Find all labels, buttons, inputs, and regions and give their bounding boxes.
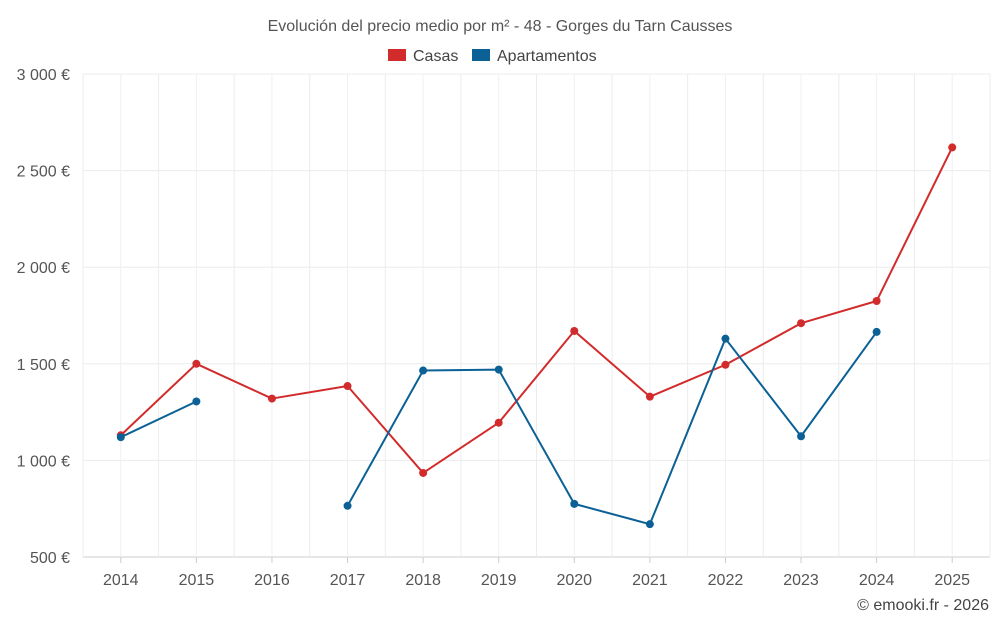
chart-title: Evolución del precio medio por m² - 48 -… [268, 18, 733, 35]
data-point[interactable] [948, 143, 957, 152]
y-tick-label: 1 000 € [17, 453, 70, 470]
y-axis: 500 € 1 000 € 1 500 € 2 000 € 2 500 € 3 000 € [17, 67, 70, 567]
data-point[interactable] [343, 382, 352, 391]
x-axis: 2014 2015 2016 2017 2018 2019 2020 2021 2022 2023… [103, 557, 970, 589]
data-point[interactable] [494, 365, 503, 374]
data-point[interactable] [494, 418, 503, 427]
legend: Casas Apartamentos [388, 48, 597, 65]
y-tick-label: 2 500 € [17, 164, 70, 181]
series-apartamentos [116, 327, 881, 529]
y-tick-label: 1 500 € [17, 357, 70, 374]
x-tick-label: 2018 [405, 572, 441, 589]
y-tick-label: 3 000 € [17, 67, 70, 84]
data-point[interactable] [419, 468, 428, 477]
x-tick-label: 2022 [708, 572, 744, 589]
data-point[interactable] [343, 501, 352, 510]
data-point[interactable] [419, 366, 428, 375]
x-tick-label: 2020 [556, 572, 592, 589]
data-point[interactable] [645, 520, 654, 529]
series-line [120, 400, 197, 439]
data-point[interactable] [570, 499, 579, 508]
y-tick-label: 500 € [30, 550, 70, 567]
legend-swatch [472, 49, 490, 61]
data-point[interactable] [721, 334, 730, 343]
data-point[interactable] [267, 394, 276, 403]
x-tick-label: 2017 [330, 572, 366, 589]
data-point[interactable] [872, 297, 881, 306]
credit-text: © emooki.fr - 2026 [857, 597, 989, 614]
series-casas [116, 143, 957, 477]
data-point[interactable] [192, 397, 201, 406]
series-line [346, 331, 878, 526]
data-point[interactable] [797, 319, 806, 328]
legend-label: Casas [413, 48, 458, 65]
x-tick-label: 2024 [859, 572, 895, 589]
data-point[interactable] [797, 432, 806, 441]
x-tick-label: 2021 [632, 572, 668, 589]
x-tick-label: 2015 [179, 572, 215, 589]
series-layer [116, 143, 957, 529]
series-line [120, 146, 954, 474]
x-tick-label: 2023 [783, 572, 819, 589]
x-tick-label: 2016 [254, 572, 290, 589]
legend-item-casas[interactable]: Casas [388, 48, 458, 65]
data-point[interactable] [872, 327, 881, 336]
legend-item-apartamentos[interactable]: Apartamentos [472, 48, 597, 65]
data-point[interactable] [116, 433, 125, 442]
y-tick-label: 2 000 € [17, 260, 70, 277]
legend-swatch [388, 49, 406, 61]
x-tick-label: 2019 [481, 572, 517, 589]
data-point[interactable] [645, 392, 654, 401]
x-tick-label: 2014 [103, 572, 139, 589]
legend-label: Apartamentos [497, 48, 597, 65]
data-point[interactable] [570, 326, 579, 335]
grid [82, 73, 991, 558]
x-tick-label: 2025 [934, 572, 970, 589]
data-point[interactable] [721, 360, 730, 369]
data-point[interactable] [192, 359, 201, 368]
